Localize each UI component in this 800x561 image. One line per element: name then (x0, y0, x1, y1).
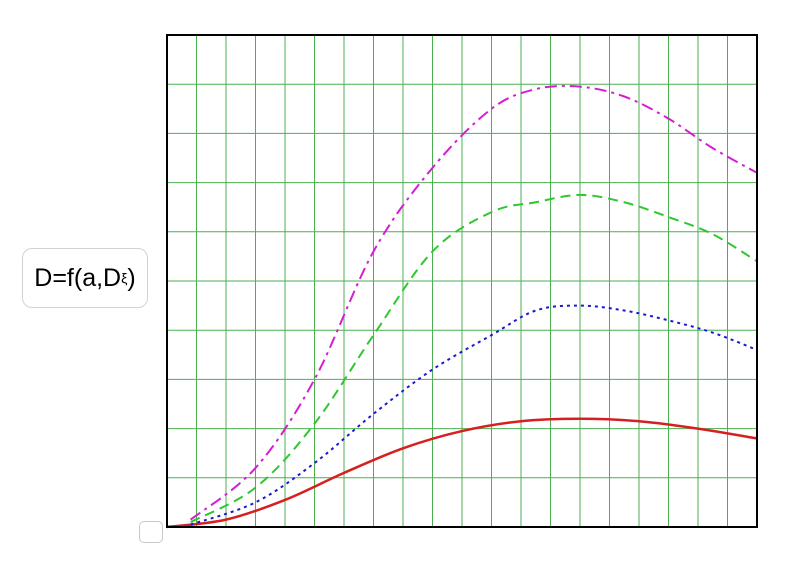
series-group (166, 84, 758, 529)
y-axis-label: D=f(a,D ξ) (22, 248, 148, 308)
grid (167, 35, 757, 527)
series-line-4 (189, 84, 758, 521)
y-axis-label-subscript: ξ (121, 270, 128, 286)
y-axis-label-main: D=f(a,D (34, 263, 122, 292)
series-line-2 (190, 304, 758, 526)
series-line-3 (190, 193, 758, 523)
placeholder-box[interactable] (139, 521, 163, 543)
series-line-1 (166, 417, 758, 529)
y-axis-label-close: ) (127, 263, 136, 292)
plot-frame (166, 34, 758, 528)
